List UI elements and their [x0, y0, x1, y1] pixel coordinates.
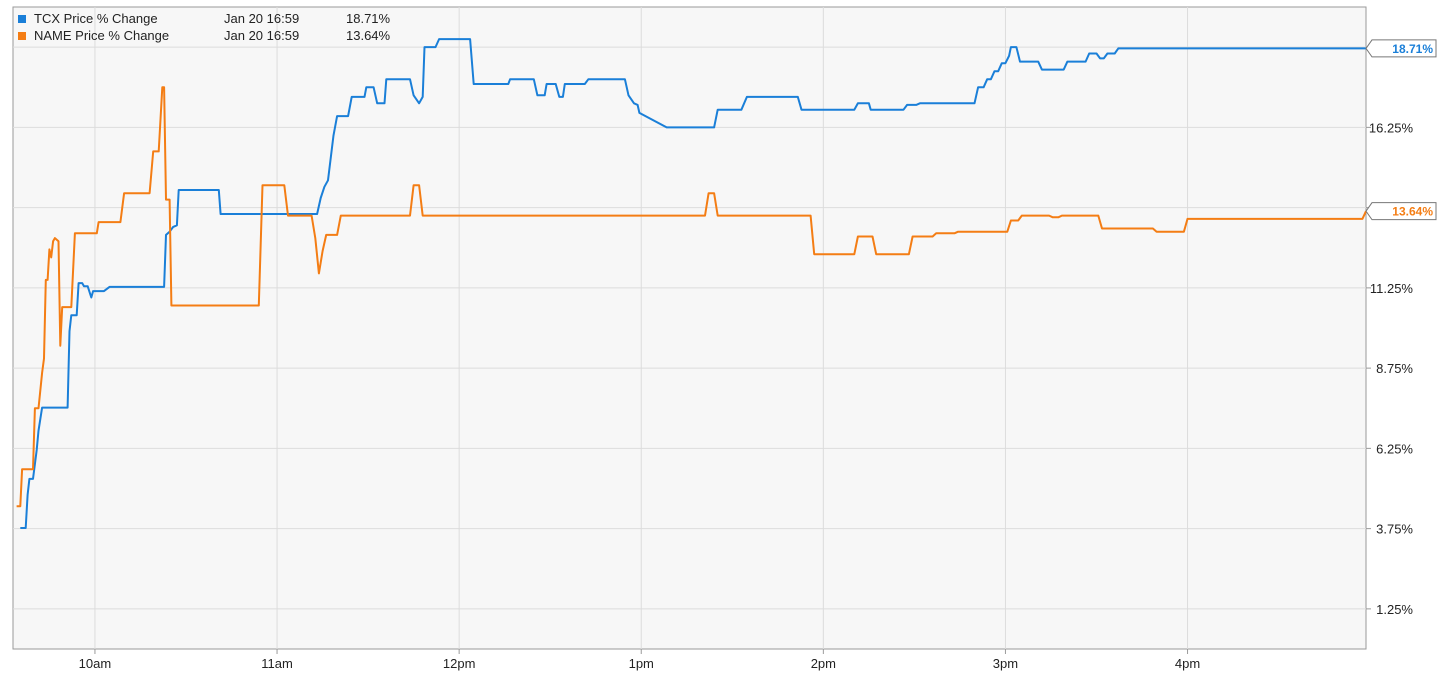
x-tick-label: 4pm: [1175, 656, 1200, 671]
y-tick-label: 11.25%: [1370, 281, 1414, 296]
series-line-tcx: [20, 38, 1366, 529]
x-tick-label: 3pm: [993, 656, 1018, 671]
legend-time: Jan 20 16:59: [224, 11, 300, 26]
y-tick-label: 6.25%: [1376, 441, 1413, 456]
legend-item-tcx[interactable]: TCX Price % Change Jan 20 16:59 18.71%: [18, 10, 390, 27]
x-tick-label: 1pm: [629, 656, 654, 671]
plot-background: [12, 6, 1367, 650]
series-layer: [16, 38, 1367, 529]
legend-item-name[interactable]: NAME Price % Change Jan 20 16:59 13.64%: [18, 27, 390, 44]
end-value-box: [1365, 39, 1437, 58]
y-tick-label: 8.75%: [1376, 361, 1413, 376]
end-labels: 18.71% 13.64%: [1365, 39, 1437, 221]
x-tick-label: 10am: [79, 656, 112, 671]
legend-time: Jan 20 16:59: [224, 28, 300, 43]
legend-value: 13.64%: [346, 28, 391, 43]
x-tick-label: 11am: [261, 656, 293, 671]
x-axis: 10am 11am 12pm 1pm 2pm 3pm 4pm: [79, 649, 1200, 671]
legend-name: NAME Price % Change: [34, 28, 170, 43]
y-tick-label: 1.25%: [1376, 602, 1413, 617]
end-value-label: 18.71%: [1392, 42, 1433, 56]
legend-value: 18.71%: [346, 11, 391, 26]
x-tick-label: 2pm: [811, 656, 836, 671]
y-tick-label: 16.25%: [1369, 120, 1414, 135]
x-tick-label: 12pm: [443, 656, 476, 671]
series-line-name: [16, 86, 1367, 508]
name-swatch-icon: [18, 31, 26, 40]
y-tick-label: 3.75%: [1376, 522, 1413, 537]
legend: TCX Price % Change Jan 20 16:59 18.71% N…: [18, 10, 390, 44]
legend-name: TCX Price % Change: [34, 11, 158, 26]
end-value-label: 13.64%: [1392, 205, 1433, 219]
tcx-swatch-icon: [18, 14, 26, 23]
y-axis: 1.25% 3.75% 6.25% 8.75% 11.25% 16.25%: [1366, 46, 1414, 617]
end-value-box: [1365, 202, 1437, 221]
